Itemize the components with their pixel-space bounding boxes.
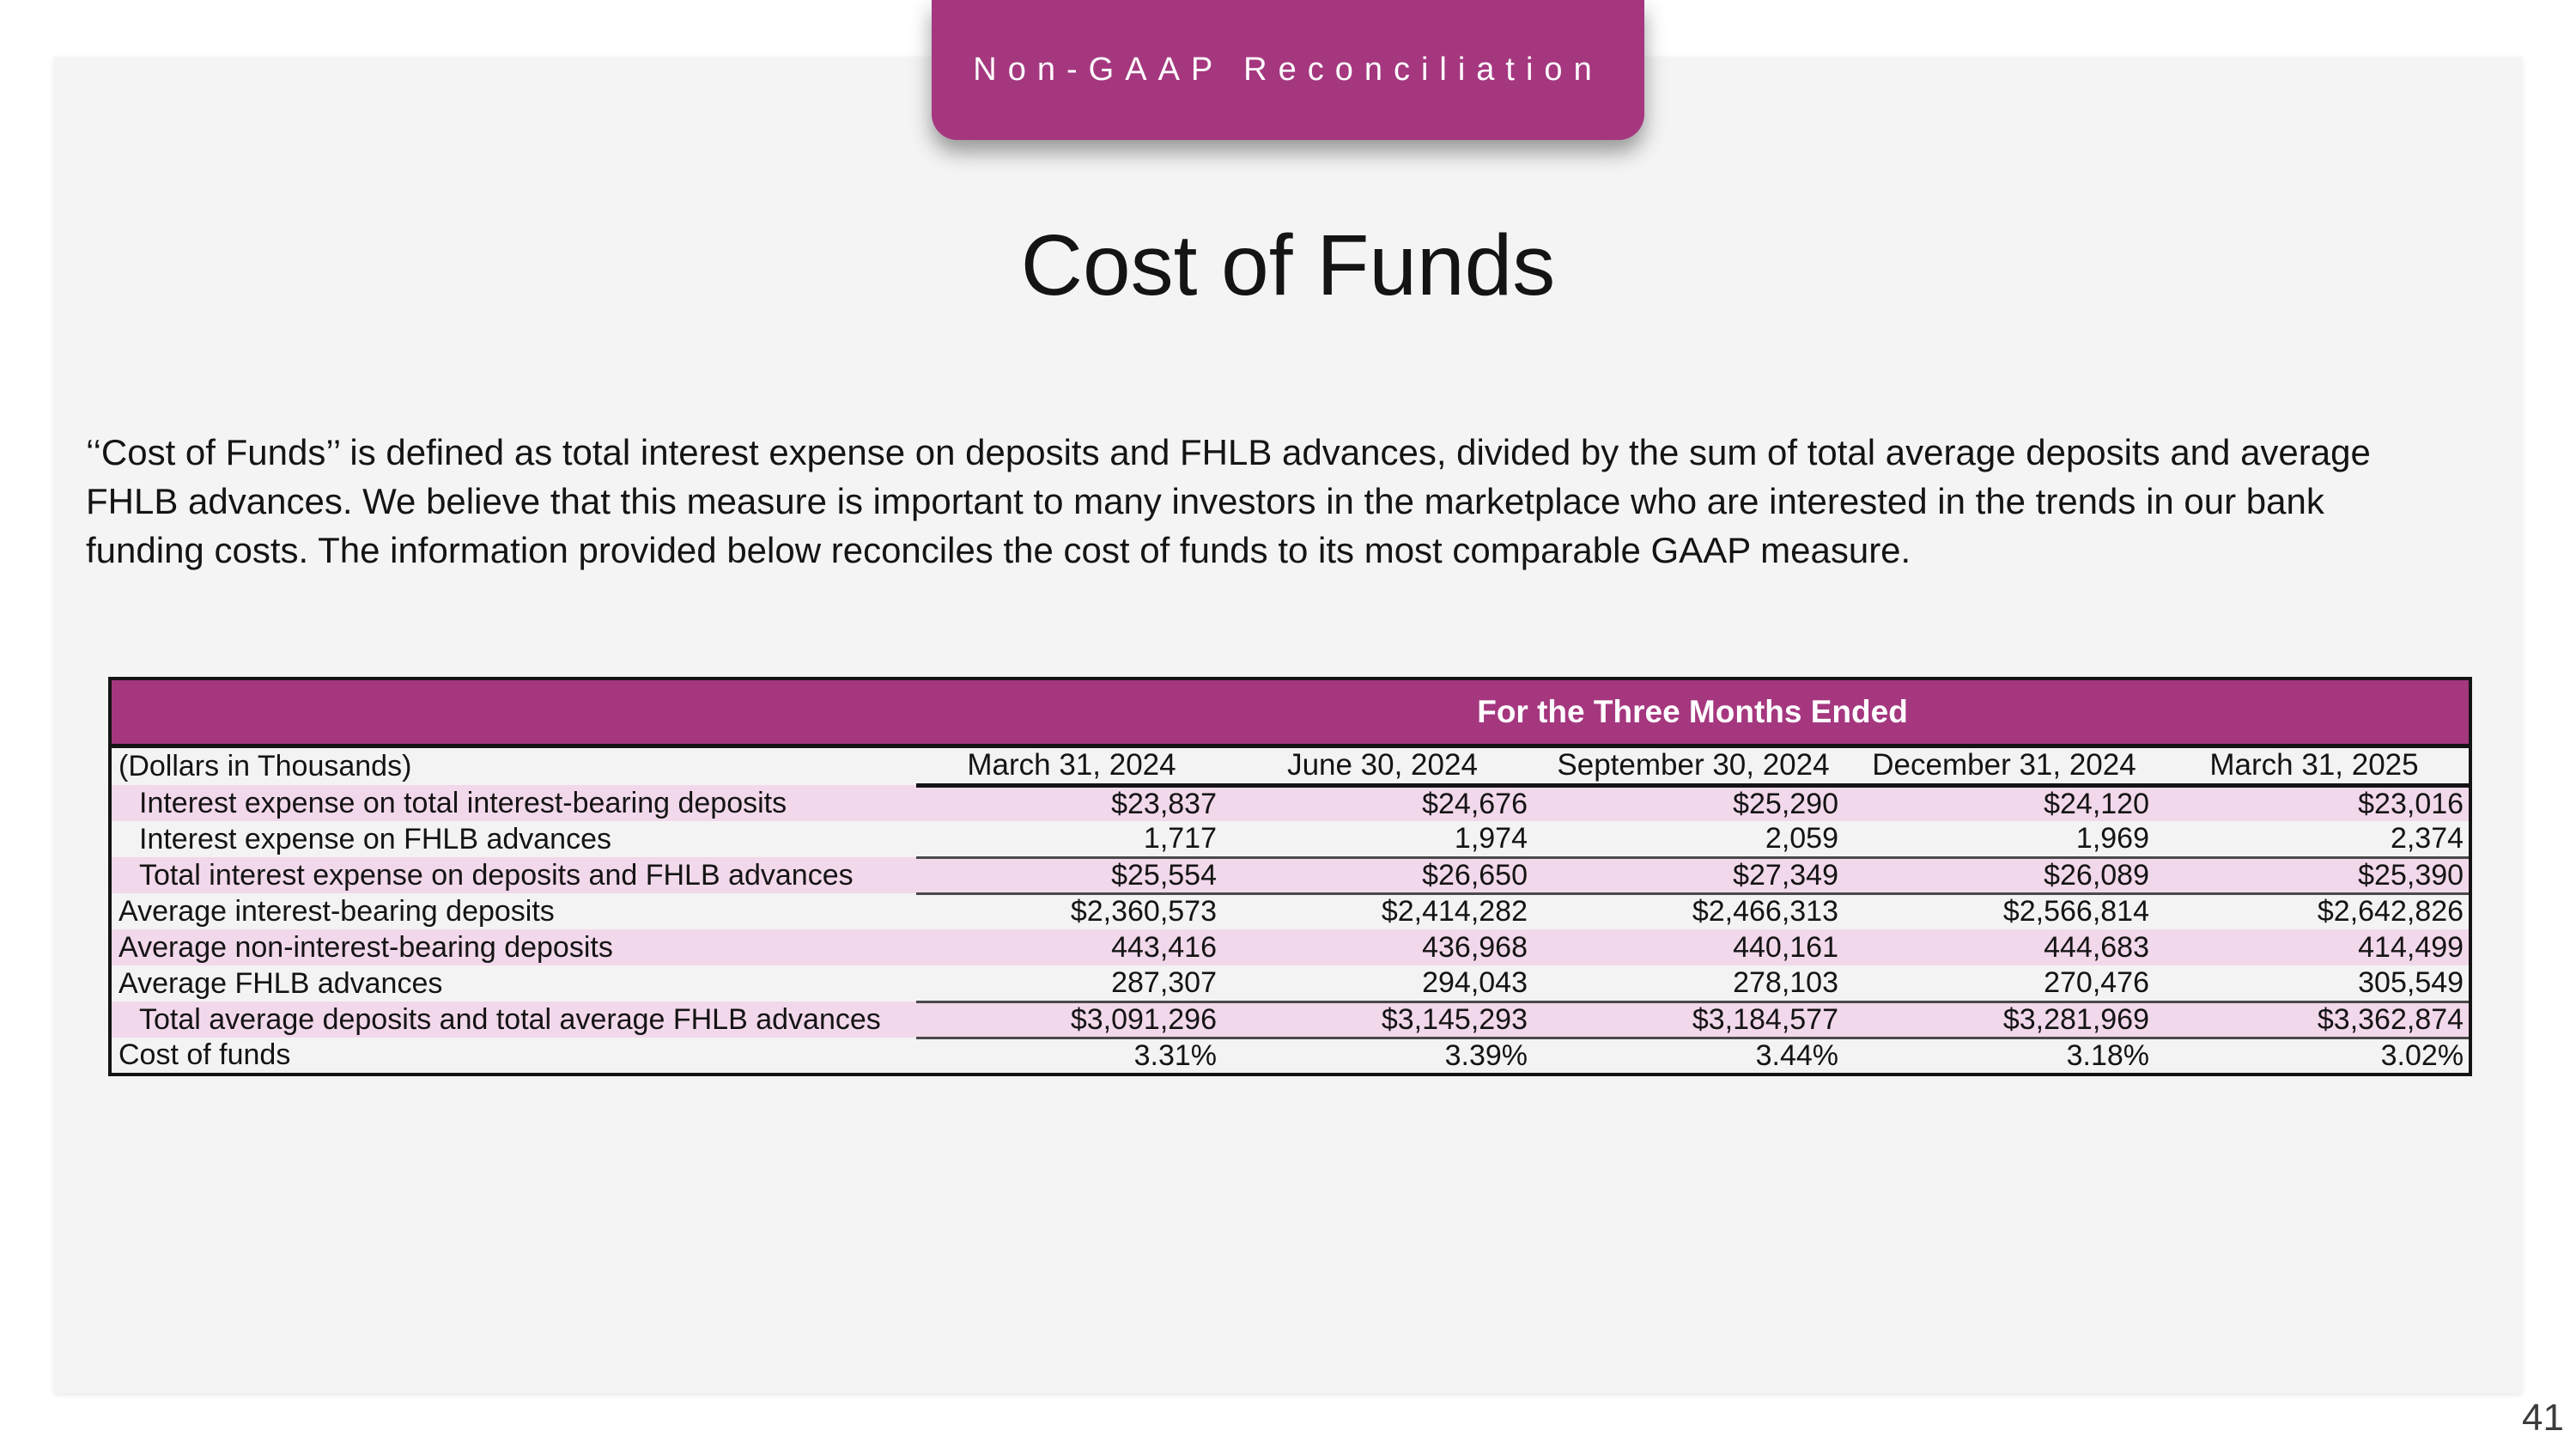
table-row: Average interest-bearing deposits $2,360… [110,893,2471,929]
cost-of-funds-table: For the Three Months Ended (Dollars in T… [108,677,2473,1076]
table-row: Cost of funds 3.31% 3.39% 3.44% 3.18% 3.… [110,1038,2471,1075]
cell-value: 3.31% [916,1038,1227,1075]
slide-title: Cost of Funds [1020,217,1556,314]
cell-value: $3,091,296 [916,1002,1227,1039]
cell-value: 436,968 [1227,929,1538,965]
table-header-band-spacer [110,679,916,748]
cell-value: $25,554 [916,857,1227,895]
row-label: Average interest-bearing deposits [110,893,916,929]
cell-value: $26,650 [1227,857,1538,895]
table-row: Average FHLB advances 287,307 294,043 27… [110,965,2471,1003]
cell-value: $26,089 [1849,857,2160,895]
section-badge: Non-GAAP Reconciliation [932,0,1644,140]
page-number: 41 [2522,1397,2564,1439]
cell-value: $2,466,313 [1538,893,1849,929]
cell-value: 440,161 [1538,929,1849,965]
table-column-header-row: (Dollars in Thousands) March 31, 2024 Ju… [110,746,2471,788]
cell-value: 1,969 [1849,821,2160,859]
table-row: Average non-interest-bearing deposits 44… [110,929,2471,965]
cell-value: 2,374 [2160,821,2471,859]
cell-value: $23,837 [916,785,1227,821]
cell-value: 3.44% [1538,1038,1849,1075]
column-header: March 31, 2024 [916,746,1227,788]
cell-value: 3.02% [2160,1038,2471,1075]
row-label: Interest expense on total interest-beari… [110,785,916,821]
column-header: March 31, 2025 [2160,746,2471,788]
cell-value: $23,016 [2160,785,2471,821]
cell-value: $25,290 [1538,785,1849,821]
cell-value: 287,307 [916,965,1227,1003]
row-label: Total average deposits and total average… [110,1002,916,1038]
cell-value: 3.39% [1227,1038,1538,1075]
cell-value: $25,390 [2160,857,2471,895]
description-paragraph: ‘‘Cost of Funds’’ is defined as total in… [86,432,2371,570]
row-label: Cost of funds [110,1038,916,1075]
cell-value: 294,043 [1227,965,1538,1003]
cell-value: $27,349 [1538,857,1849,895]
row-label: Average FHLB advances [110,965,916,1002]
table-row: Interest expense on FHLB advances 1,717 … [110,821,2471,859]
section-badge-label: Non-GAAP Reconciliation [973,52,1603,88]
cell-value: $3,184,577 [1538,1002,1849,1039]
cell-value: 2,059 [1538,821,1849,859]
row-label: Interest expense on FHLB advances [110,821,916,857]
cell-value: $24,676 [1227,785,1538,821]
table-header-band: For the Three Months Ended [916,679,2471,748]
cell-value: $2,642,826 [2160,893,2471,929]
cell-value: 414,499 [2160,929,2471,965]
cell-value: 1,974 [1227,821,1538,859]
units-label: (Dollars in Thousands) [110,746,916,785]
cell-value: $2,414,282 [1227,893,1538,929]
cell-value: 278,103 [1538,965,1849,1003]
cell-value: $24,120 [1849,785,2160,821]
cell-value: $2,566,814 [1849,893,2160,929]
cell-value: 3.18% [1849,1038,2160,1075]
cell-value: $2,360,573 [916,893,1227,929]
cell-value: $3,362,874 [2160,1002,2471,1039]
row-label: Average non-interest-bearing deposits [110,929,916,965]
cell-value: $3,281,969 [1849,1002,2160,1039]
table-header-band-row: For the Three Months Ended [110,679,2471,748]
cell-value: 443,416 [916,929,1227,965]
cell-value: 1,717 [916,821,1227,859]
cell-value: 305,549 [2160,965,2471,1003]
cell-value: $3,145,293 [1227,1002,1538,1039]
column-header: December 31, 2024 [1849,746,2160,788]
table-row: Total interest expense on deposits and F… [110,857,2471,895]
column-header: September 30, 2024 [1538,746,1849,788]
table-row: Interest expense on total interest-beari… [110,785,2471,821]
row-label: Total interest expense on deposits and F… [110,857,916,893]
cell-value: 270,476 [1849,965,2160,1003]
cell-value: 444,683 [1849,929,2160,965]
table-row: Total average deposits and total average… [110,1002,2471,1039]
column-header: June 30, 2024 [1227,746,1538,788]
